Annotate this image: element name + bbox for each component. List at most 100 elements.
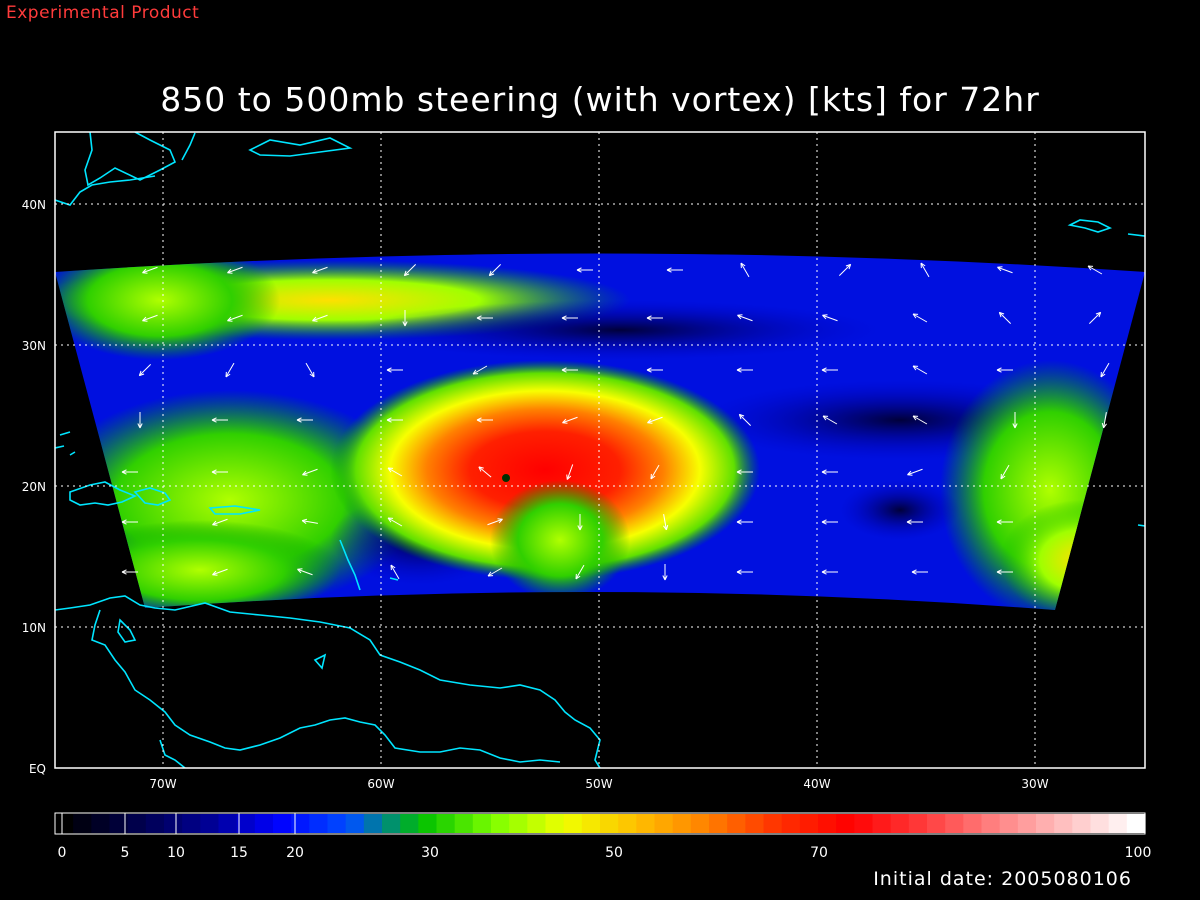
steering-arrow: [821, 569, 838, 575]
colorbar-cell: [309, 814, 329, 833]
colorbar-cell: [581, 814, 601, 833]
colorbar-cell: [854, 814, 874, 833]
initial-date-label: Initial date: 2005080106: [873, 868, 1132, 890]
colorbar-tick-50: 50: [605, 845, 623, 861]
steering-arrow: [487, 567, 503, 577]
steering-arrow: [561, 367, 578, 373]
steering-arrow: [297, 568, 313, 576]
steering-arrow: [663, 514, 669, 531]
colorbar-cell: [1126, 814, 1146, 833]
steering-vectors: [121, 262, 1110, 581]
steering-arrow: [912, 365, 928, 375]
steering-arrow: [647, 416, 663, 424]
steering-arrow: [312, 314, 328, 322]
colorbar-cell: [182, 814, 201, 833]
steering-arrow: [227, 266, 243, 274]
steering-arrow: [476, 417, 493, 423]
steering-arrow: [646, 367, 663, 373]
colorbar-cell: [73, 814, 92, 833]
steering-arrow: [142, 266, 158, 274]
coastlines: [55, 132, 1145, 768]
colorbar-cell: [200, 814, 220, 833]
steering-arrow: [142, 314, 158, 322]
steering-arrow: [212, 568, 228, 576]
steering-arrow: [121, 569, 138, 575]
steering-arrow: [137, 412, 143, 429]
colorbar-cell: [418, 814, 438, 833]
steering-arrow: [478, 466, 492, 478]
colorbar-cell: [563, 814, 583, 833]
colorbar-cell: [545, 814, 565, 833]
colorbar-cell: [164, 814, 183, 833]
lat-label-10n: 10N: [22, 621, 46, 635]
steering-arrow: [1087, 265, 1103, 275]
colorbar-tick-30: 30: [421, 845, 439, 861]
steering-arrow: [386, 367, 403, 373]
steering-arrow: [1012, 412, 1018, 429]
steering-arrow: [821, 367, 838, 373]
steering-arrow: [740, 262, 750, 278]
colorbar-cell: [799, 814, 819, 833]
steering-arrow: [121, 469, 138, 475]
colorbar-cell: [872, 814, 892, 833]
lon-label-60w: 60W: [367, 777, 394, 791]
colorbar-cell: [218, 814, 238, 833]
steering-arrow: [1000, 464, 1010, 480]
steering-arrow: [997, 266, 1013, 274]
steering-arrow: [911, 569, 928, 575]
steering-arrow: [1088, 311, 1102, 325]
steering-arrow: [312, 266, 328, 274]
steering-arrow: [736, 569, 753, 575]
steering-arrow: [907, 468, 923, 476]
steering-arrow: [575, 564, 585, 580]
steering-arrow: [738, 413, 752, 427]
colorbar-cell: [963, 814, 983, 833]
steering-arrow: [296, 417, 313, 423]
steering-arrow: [487, 518, 503, 526]
lat-label-20n: 20N: [22, 480, 46, 494]
steering-arrow: [566, 464, 574, 480]
steering-arrow: [737, 314, 753, 322]
colorbar-cell: [363, 814, 383, 833]
steering-arrow: [387, 517, 403, 527]
steering-arrow: [402, 310, 408, 327]
lon-label-70w: 70W: [149, 777, 176, 791]
steering-arrow: [212, 518, 228, 526]
steering-arrow: [138, 363, 152, 377]
colorbar-cell: [454, 814, 474, 833]
colorbar-cell: [745, 814, 765, 833]
colorbar-cell: [254, 814, 274, 833]
steering-arrow: [736, 367, 753, 373]
lon-label-40w: 40W: [803, 777, 830, 791]
steering-arrow: [403, 263, 417, 277]
steering-arrow: [646, 315, 663, 321]
lat-label-30n: 30N: [22, 339, 46, 353]
steering-arrow: [912, 313, 928, 323]
colorbar-tick-100: 100: [1125, 845, 1152, 861]
colorbar-cell: [527, 814, 547, 833]
colorbar-cell: [382, 814, 401, 833]
colorbar-cell: [654, 814, 674, 833]
colorbar-cell: [1072, 814, 1092, 833]
colorbar-cell: [927, 814, 946, 833]
colorbar-cell: [600, 814, 619, 833]
colorbar-cell: [145, 814, 165, 833]
steering-arrow: [996, 569, 1013, 575]
colorbar-cell: [1017, 814, 1037, 833]
steering-arrow: [666, 267, 683, 273]
map-title: 850 to 500mb steering (with vortex) [kts…: [160, 80, 1040, 119]
colorbar-cell: [945, 814, 964, 833]
colorbar-cell: [890, 814, 910, 833]
colorbar-cell: [327, 814, 347, 833]
steering-arrow: [920, 262, 930, 278]
steering-arrow: [822, 314, 838, 322]
colorbar-tick-20: 20: [286, 845, 304, 861]
colorbar-cell: [818, 814, 837, 833]
colorbar-cell: [291, 814, 310, 833]
steering-arrow: [386, 417, 403, 423]
steering-arrow: [387, 467, 403, 477]
experimental-product-tag: Experimental Product: [6, 3, 200, 23]
colorbar-cell: [273, 814, 292, 833]
steering-arrow: [225, 362, 235, 378]
steering-arrow: [912, 415, 928, 425]
